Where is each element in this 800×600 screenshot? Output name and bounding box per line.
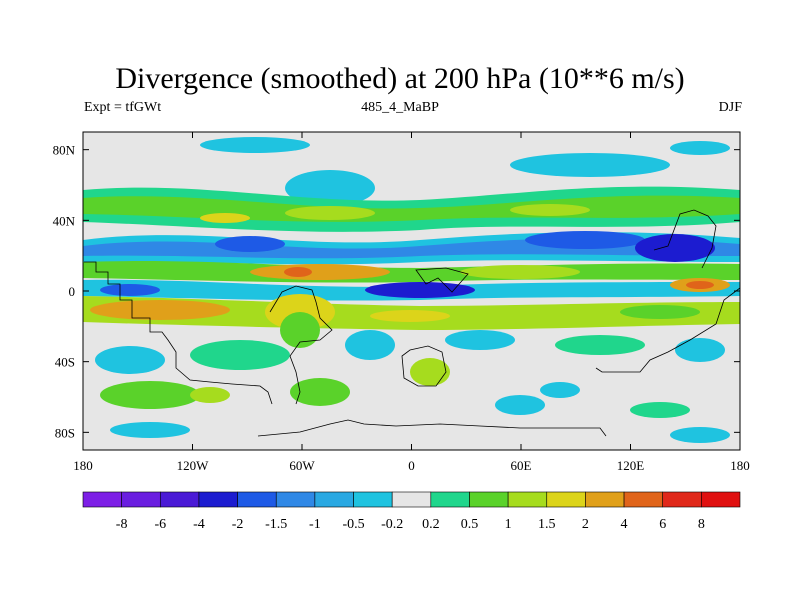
run-label: 485_4_MaBP xyxy=(361,100,439,115)
colorbar-swatch xyxy=(275,491,316,508)
continent-outline xyxy=(401,345,447,387)
colorbar-label: 0.2 xyxy=(422,517,440,532)
field-patch xyxy=(190,387,230,403)
x-tick-label: 60W xyxy=(289,458,315,473)
colorbar-swatch xyxy=(314,491,354,508)
colorbar-label: -4 xyxy=(193,517,205,532)
field-patch xyxy=(290,378,350,406)
chart-title: Divergence (smoothed) at 200 hPa (10**6 … xyxy=(115,62,685,95)
colorbar-swatch xyxy=(546,491,586,508)
x-tick-label: 60E xyxy=(511,458,532,473)
season-label: DJF xyxy=(718,100,742,115)
y-tick-label: 40S xyxy=(55,355,75,370)
colorbar-label: 1.5 xyxy=(538,517,556,532)
colorbar-swatch xyxy=(701,491,741,508)
colorbar-label: -0.5 xyxy=(342,517,364,532)
field-patch xyxy=(215,236,285,252)
x-tick-label: 0 xyxy=(408,458,415,473)
colorbar-swatch xyxy=(430,491,470,508)
field-patch xyxy=(670,141,730,155)
field-patch xyxy=(190,340,290,370)
colorbar-swatch xyxy=(353,491,393,508)
colorbar-label: 1 xyxy=(505,517,512,532)
colorbar-label: -8 xyxy=(116,517,128,532)
field-patch xyxy=(280,312,320,348)
continent-outline xyxy=(415,267,469,293)
field-patch xyxy=(285,206,375,220)
colorbar-swatch xyxy=(469,491,509,508)
colorbar-swatch xyxy=(662,491,702,508)
y-tick-label: 80N xyxy=(53,143,76,158)
continent-outline xyxy=(257,419,607,437)
x-tick-label: 120W xyxy=(177,458,210,473)
field-patch xyxy=(200,137,310,153)
x-tick-label: 180 xyxy=(73,458,93,473)
colorbar-swatch xyxy=(159,491,200,508)
field-patch xyxy=(284,267,312,277)
field-patch xyxy=(670,427,730,443)
field-patch xyxy=(495,395,545,415)
field-patch xyxy=(110,422,190,438)
field-patch xyxy=(100,381,200,409)
field-patch xyxy=(445,330,515,350)
continent-outline xyxy=(84,261,273,405)
field-patch xyxy=(370,310,450,322)
field-patch xyxy=(345,330,395,360)
field-band xyxy=(83,261,740,283)
colorbar-swatch xyxy=(82,491,122,508)
field-patch xyxy=(200,213,250,223)
x-tick-label: 180 xyxy=(730,458,750,473)
colorbar-label: 2 xyxy=(582,517,589,532)
field-band xyxy=(83,195,740,222)
colorbar-swatch xyxy=(198,491,238,508)
field-patch xyxy=(410,358,450,386)
field-patch xyxy=(100,284,160,296)
colorbar-swatch xyxy=(121,491,161,508)
colorbar-swatch xyxy=(623,491,664,508)
y-tick-label: 40N xyxy=(53,213,76,228)
colorbar-swatch xyxy=(507,491,548,508)
colorbar-label: -2 xyxy=(232,517,244,532)
colorbar-label: -0.2 xyxy=(381,517,403,532)
colorbar-label: 0.5 xyxy=(461,517,479,532)
field-patch xyxy=(510,204,590,216)
colorbar-label: 6 xyxy=(659,517,666,532)
field-patch xyxy=(285,170,375,206)
field-patch xyxy=(686,281,714,289)
field-patch xyxy=(460,265,580,279)
field-patch xyxy=(540,382,580,398)
field-patch xyxy=(555,335,645,355)
colorbar-swatch xyxy=(237,491,277,508)
field-patch xyxy=(250,264,390,280)
field-patch xyxy=(675,338,725,362)
continent-outline xyxy=(269,285,333,405)
field-patch xyxy=(630,402,690,418)
field-patch xyxy=(620,305,700,319)
colorbar-label: 4 xyxy=(621,517,628,532)
colorbar-swatch xyxy=(585,491,625,508)
experiment-label: Expt = tfGWt xyxy=(84,100,162,115)
field-patch xyxy=(90,300,230,320)
continent-outline xyxy=(595,287,740,373)
field-patch xyxy=(510,153,670,177)
field-patch xyxy=(635,234,715,262)
field-patch xyxy=(365,282,475,298)
colorbar-swatch xyxy=(391,491,432,508)
y-tick-label: 0 xyxy=(69,284,76,299)
field-patch xyxy=(525,231,645,249)
y-tick-label: 80S xyxy=(55,425,75,440)
colorbar-label: 8 xyxy=(698,517,705,532)
continent-outline xyxy=(653,209,717,269)
x-tick-label: 120E xyxy=(617,458,645,473)
colorbar-label: -1.5 xyxy=(265,517,287,532)
field-patch xyxy=(95,346,165,374)
colorbar-label: -1 xyxy=(309,517,321,532)
colorbar-label: -6 xyxy=(154,517,166,532)
